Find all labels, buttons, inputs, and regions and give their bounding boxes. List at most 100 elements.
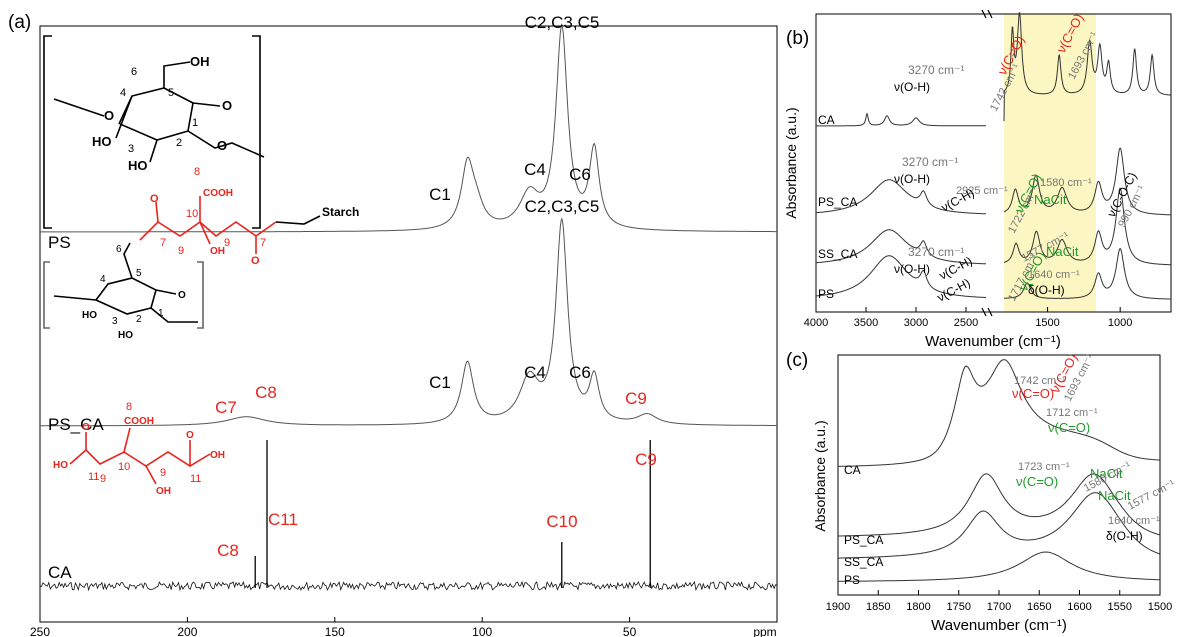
panel-a-tick-150: 150	[325, 625, 345, 637]
panel-c-annotation-4: 1712 cm⁻¹	[1046, 407, 1098, 419]
panel-c-tick-1500: 1500	[1148, 601, 1172, 613]
panel-c-annotation-11: 1577 cm⁻¹	[1126, 478, 1178, 513]
panel-b-annotation-12: NaCit	[1034, 192, 1067, 207]
panel-a-tick-ppm: ppm	[753, 625, 776, 637]
ftir-b-ps-left	[815, 255, 986, 298]
panel-c-x-label: Wavenumber (cm⁻¹)	[931, 617, 1067, 634]
peak-label-ps-ca-c2-c3-c5: C2,C3,C5	[525, 197, 600, 216]
panel-a-frame	[39, 25, 778, 623]
panel-c-tick-1850: 1850	[866, 601, 890, 613]
ps-ca-cooh: COOH	[203, 188, 233, 199]
peak-label-ps-ca-c1: C1	[429, 373, 451, 392]
panel-c-annotation-8: 1723 cm⁻¹	[1018, 461, 1070, 473]
ps-mol-ho2: HO	[128, 158, 148, 173]
panel-c-annotation-9: ν(C=O)	[1016, 474, 1058, 489]
nmr-spectrum-ca	[39, 580, 778, 592]
panel-c-series-ps-ca: PS_CA	[844, 533, 883, 547]
svg-text:7: 7	[260, 237, 266, 249]
panel-c-tick-1750: 1750	[947, 601, 971, 613]
svg-text:6: 6	[116, 244, 122, 255]
panel-a-x-axis: 250 200 150 100 50 ppm	[30, 617, 777, 637]
panel-c-annotation-10: NaCit	[1098, 488, 1131, 503]
ftir-b-ps-right	[1004, 248, 1171, 300]
panel-c-annotation-1: ν(C=O)	[1012, 386, 1054, 401]
panel-a-tick-100: 100	[472, 625, 492, 637]
svg-text:5: 5	[136, 268, 142, 279]
panel-a-series-ps: PS	[48, 233, 71, 252]
svg-text:3: 3	[112, 316, 118, 327]
panel-b-tick-1000: 1000	[1108, 317, 1132, 329]
ftir-b-ss-ca-right	[1003, 187, 1171, 266]
panel-b-x-label: Wavenumber (cm⁻¹)	[925, 333, 1061, 350]
svg-text:3: 3	[128, 143, 134, 155]
ps-mol-o1: O	[104, 108, 114, 123]
peak-label-ca-c8: C8	[217, 541, 239, 560]
svg-text:2: 2	[136, 314, 142, 325]
panel-b-annotation-25: δ(O-H)	[1028, 283, 1065, 297]
panel-b-tick-1500: 1500	[1035, 317, 1059, 329]
panel-b-series-ps-ca: PS_CA	[818, 195, 857, 209]
peak-label-ps-ca-c7: C7	[215, 398, 237, 417]
svg-text:9: 9	[224, 237, 230, 249]
panel-b-annotation-16: 3270 cm⁻¹	[908, 245, 964, 259]
ftir-c-ps	[838, 551, 1161, 582]
ps-mol-ho3: HO	[92, 134, 112, 149]
svg-text:7: 7	[160, 237, 166, 249]
ca-cooh: COOH	[124, 416, 154, 427]
panel-b-annotation-13: 1580 cm⁻¹	[1040, 177, 1092, 189]
nmr-spectrum-ps-ca	[40, 217, 777, 427]
panel-c-tick-1900: 1900	[826, 601, 850, 613]
ftir-c-ca	[838, 359, 1161, 467]
panel-c-series-ps: PS	[844, 573, 860, 587]
ps-ca-ho3: HO	[82, 310, 97, 321]
panel-a-label: (a)	[8, 12, 31, 33]
ftir-c-ps-ca	[838, 473, 1161, 537]
panel-b-annotation-6: 3270 cm⁻¹	[902, 155, 958, 169]
panel-b-frame	[815, 13, 1172, 313]
panel-a-spectra	[39, 23, 778, 592]
panel-c-x-axis: 1900 1850 1800 1750 1700 1650 1600 1550 1500	[826, 590, 1172, 613]
panel-c-series-ss-ca: SS_CA	[844, 555, 883, 569]
ps-ca-molecule-structure: Starch COOH OH O O HO HO O 6 4 5 1 3 2 8…	[43, 166, 359, 341]
ps-mol-oh6: OH	[190, 54, 210, 69]
panel-c-annotation-0: 1742 cm⁻¹	[1014, 375, 1066, 387]
svg-text:2: 2	[176, 137, 182, 149]
svg-text:4: 4	[120, 87, 126, 99]
ps-molecule-structure: O O O OH HO HO 6 4 5 1 3 2	[43, 35, 265, 229]
ftir-b-ps-ca-right	[1003, 147, 1171, 216]
panel-c-annotation-12: 1640 cm⁻¹	[1108, 515, 1160, 527]
panel-b-tick-3000: 3000	[904, 317, 928, 329]
ca-o1: O	[82, 422, 90, 433]
peak-label-ca-c11: C11	[268, 510, 298, 529]
panel-a-tick-200: 200	[177, 625, 197, 637]
svg-text:8: 8	[194, 166, 200, 178]
svg-text:10: 10	[118, 461, 130, 473]
panel-c-annotation-6: NaCit	[1090, 466, 1123, 481]
panel-c-tick-1650: 1650	[1027, 601, 1051, 613]
panel-b-tick-2500: 2500	[954, 317, 978, 329]
ftir-c-ss-ca	[838, 492, 1161, 559]
ps-ca-o-left: O	[150, 193, 159, 205]
panel-b-annotation-7: ν(O-H)	[894, 172, 930, 186]
panel-b-highlight	[1004, 14, 1096, 312]
ftir-b-ca-left	[816, 112, 986, 127]
panel-c-annotation-13: δ(O-H)	[1106, 529, 1143, 543]
peak-label-ps-c2-c3-c5: C2,C3,C5	[525, 13, 600, 32]
peak-label-ca-c9: C9	[635, 450, 657, 469]
ftir-b-ca-right	[1003, 11, 1171, 122]
svg-text:1: 1	[158, 308, 164, 319]
svg-text:1: 1	[192, 117, 198, 129]
ca-oh2: OH	[210, 450, 225, 461]
panel-b-series-ca: CA	[818, 113, 835, 127]
panel-c-tick-1800: 1800	[906, 601, 930, 613]
panel-b-spectra	[815, 11, 1171, 300]
panel-a-labels: PS PS_CA CA C1 C4 C2,C3,C5 C6 C7 C8 C1 C4 C2,C3,C5 C…	[48, 13, 657, 582]
ps-mol-o-ring: O	[222, 98, 232, 113]
peak-label-ps-ca-c9: C9	[625, 389, 647, 408]
peak-label-ps-ca-c4: C4	[524, 363, 546, 382]
ca-o2: O	[186, 430, 194, 441]
svg-text:9: 9	[160, 467, 166, 479]
svg-text:8: 8	[126, 401, 132, 413]
